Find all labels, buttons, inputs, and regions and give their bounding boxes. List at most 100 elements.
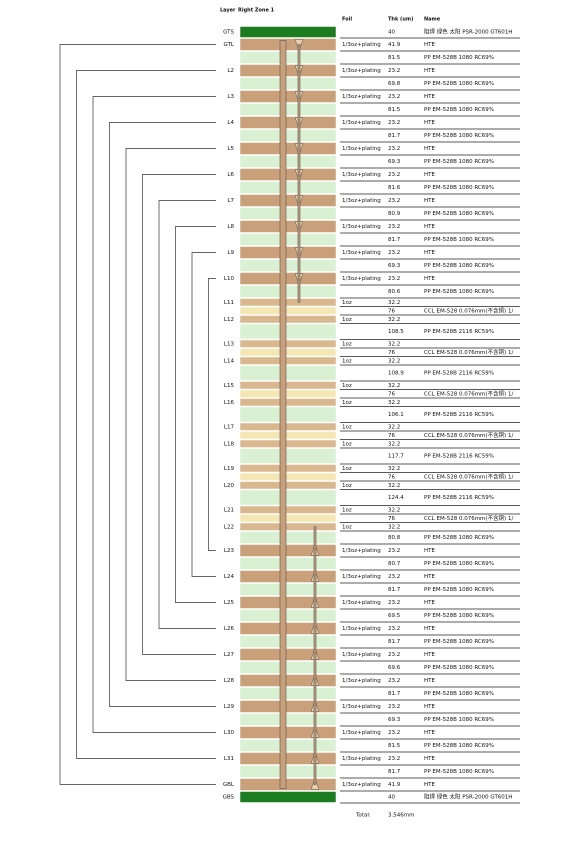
thickness: 81.5 — [388, 55, 401, 61]
foil: 1/3oz+plating — [342, 198, 381, 204]
material-name: HTE — [424, 68, 435, 74]
material-name: PP EM-528B 1080 RC69% — [424, 289, 494, 295]
layer-copper — [239, 726, 337, 739]
layer-label: L24 — [224, 574, 235, 580]
foil: 1oz — [342, 341, 352, 347]
thickness: 23.2 — [388, 548, 400, 554]
layer-label: L27 — [224, 652, 235, 658]
via — [313, 526, 317, 785]
layer-pp — [239, 531, 337, 544]
layer-pp — [239, 285, 337, 298]
layer-mask — [239, 791, 337, 803]
thickness: 23.2 — [388, 704, 400, 710]
layer-label: L23 — [224, 548, 235, 554]
material-name: CCL EM-528 0.076mm(不含铜) 1/ — [424, 389, 513, 397]
thickness: 23.2 — [388, 276, 400, 282]
layer-label: L22 — [224, 524, 234, 530]
layer-copper — [239, 622, 337, 635]
foil: 1oz — [342, 441, 352, 447]
thickness: 106.1 — [388, 412, 404, 418]
foil: 1/3oz+plating — [342, 250, 381, 256]
foil: 1oz — [342, 507, 352, 513]
material-name: PP EM-528B 1080 RC69% — [424, 263, 494, 269]
foil: 1/3oz+plating — [342, 782, 381, 788]
thickness: 80.9 — [388, 211, 401, 217]
material-name: HTE — [424, 250, 435, 256]
foil: 1/3oz+plating — [342, 678, 381, 684]
layer-label: L12 — [224, 317, 234, 323]
layer-pp — [239, 181, 337, 194]
material-name: PP EM-528B 1080 RC69% — [424, 665, 494, 671]
layer-pp2 — [239, 448, 337, 464]
drill-bracket — [142, 174, 216, 655]
foil: 1oz — [342, 317, 352, 323]
material-name: PP EM-528B 1080 RC69% — [424, 211, 494, 217]
layer-label: GTL — [224, 42, 235, 48]
layer-mask — [239, 26, 337, 38]
layer-cu — [239, 315, 337, 324]
layer-copper — [239, 596, 337, 609]
foil: 1/3oz+plating — [342, 276, 381, 282]
thickness: 23.2 — [388, 198, 400, 204]
material-name: HTE — [424, 120, 435, 126]
material-name: PP EM-528B 1080 RC69% — [424, 185, 494, 191]
material-name: CCL EM-528 0.076mm(不含铜) 1/ — [424, 514, 513, 522]
thickness: 69.3 — [388, 717, 401, 723]
layer-copper — [239, 544, 337, 557]
material-name: PP EM-528B 1080 RC69% — [424, 535, 494, 541]
material-name: HTE — [424, 704, 435, 710]
layer-pp2 — [239, 489, 337, 506]
thickness: 69.3 — [388, 263, 401, 269]
layer-pp — [239, 635, 337, 648]
drill-bracket — [191, 252, 216, 577]
material-name: HTE — [424, 782, 435, 788]
thickness: 81.5 — [388, 743, 401, 749]
layer-core — [239, 431, 337, 440]
thickness: 81.6 — [388, 185, 401, 191]
material-name: PP EM-528B 2116 RC59% — [424, 412, 494, 418]
layer-label: L14 — [224, 358, 235, 364]
layer-core — [239, 348, 337, 357]
layer-copper — [239, 648, 337, 661]
foil: 1oz — [342, 383, 352, 389]
thickness: 124.4 — [388, 495, 404, 501]
material-name: HTE — [424, 548, 435, 554]
layer-copper — [239, 700, 337, 713]
drill-bracket — [208, 278, 216, 551]
thickness: 76 — [388, 350, 395, 356]
thickness: 69.5 — [388, 613, 401, 619]
thickness: 23.2 — [388, 730, 400, 736]
material-name: PP EM-528B 1080 RC69% — [424, 133, 494, 139]
thickness: 80.7 — [388, 561, 401, 567]
material-name: CCL EM-528 0.076mm(不含铜) 1/ — [424, 431, 513, 439]
material-name: PP EM-528B 1080 RC69% — [424, 613, 494, 619]
thickness: 23.2 — [388, 626, 400, 632]
layer-label: L10 — [224, 276, 235, 282]
material-name: PP EM-528B 1080 RC69% — [424, 587, 494, 593]
layer-label: L4 — [227, 120, 234, 126]
layer-label: L30 — [224, 730, 235, 736]
thickness: 117.7 — [388, 454, 404, 460]
layer-pp — [239, 77, 337, 90]
thickness: 23.2 — [388, 68, 400, 74]
material-name: HTE — [424, 678, 435, 684]
material-name: PP EM-528B 1080 RC69% — [424, 159, 494, 165]
layer-pp — [239, 155, 337, 168]
foil: 1/3oz+plating — [342, 652, 381, 658]
layer-copper — [239, 38, 337, 51]
foil: 1/3oz+plating — [342, 548, 381, 554]
layer-cu — [239, 522, 337, 531]
thickness: 41.9 — [388, 42, 401, 48]
thickness: 76 — [388, 433, 395, 439]
layer-pp — [239, 557, 337, 570]
layer-pp — [239, 713, 337, 726]
layer-cu — [239, 298, 337, 307]
layer-pp — [239, 687, 337, 700]
thickness: 69.8 — [388, 81, 401, 87]
layer-label: L20 — [224, 483, 235, 489]
layer-label: GTS — [223, 30, 234, 36]
thickness: 32.2 — [388, 358, 400, 364]
drill-bracket — [125, 148, 216, 681]
foil: 1oz — [342, 400, 352, 406]
layer-copper — [239, 246, 337, 259]
